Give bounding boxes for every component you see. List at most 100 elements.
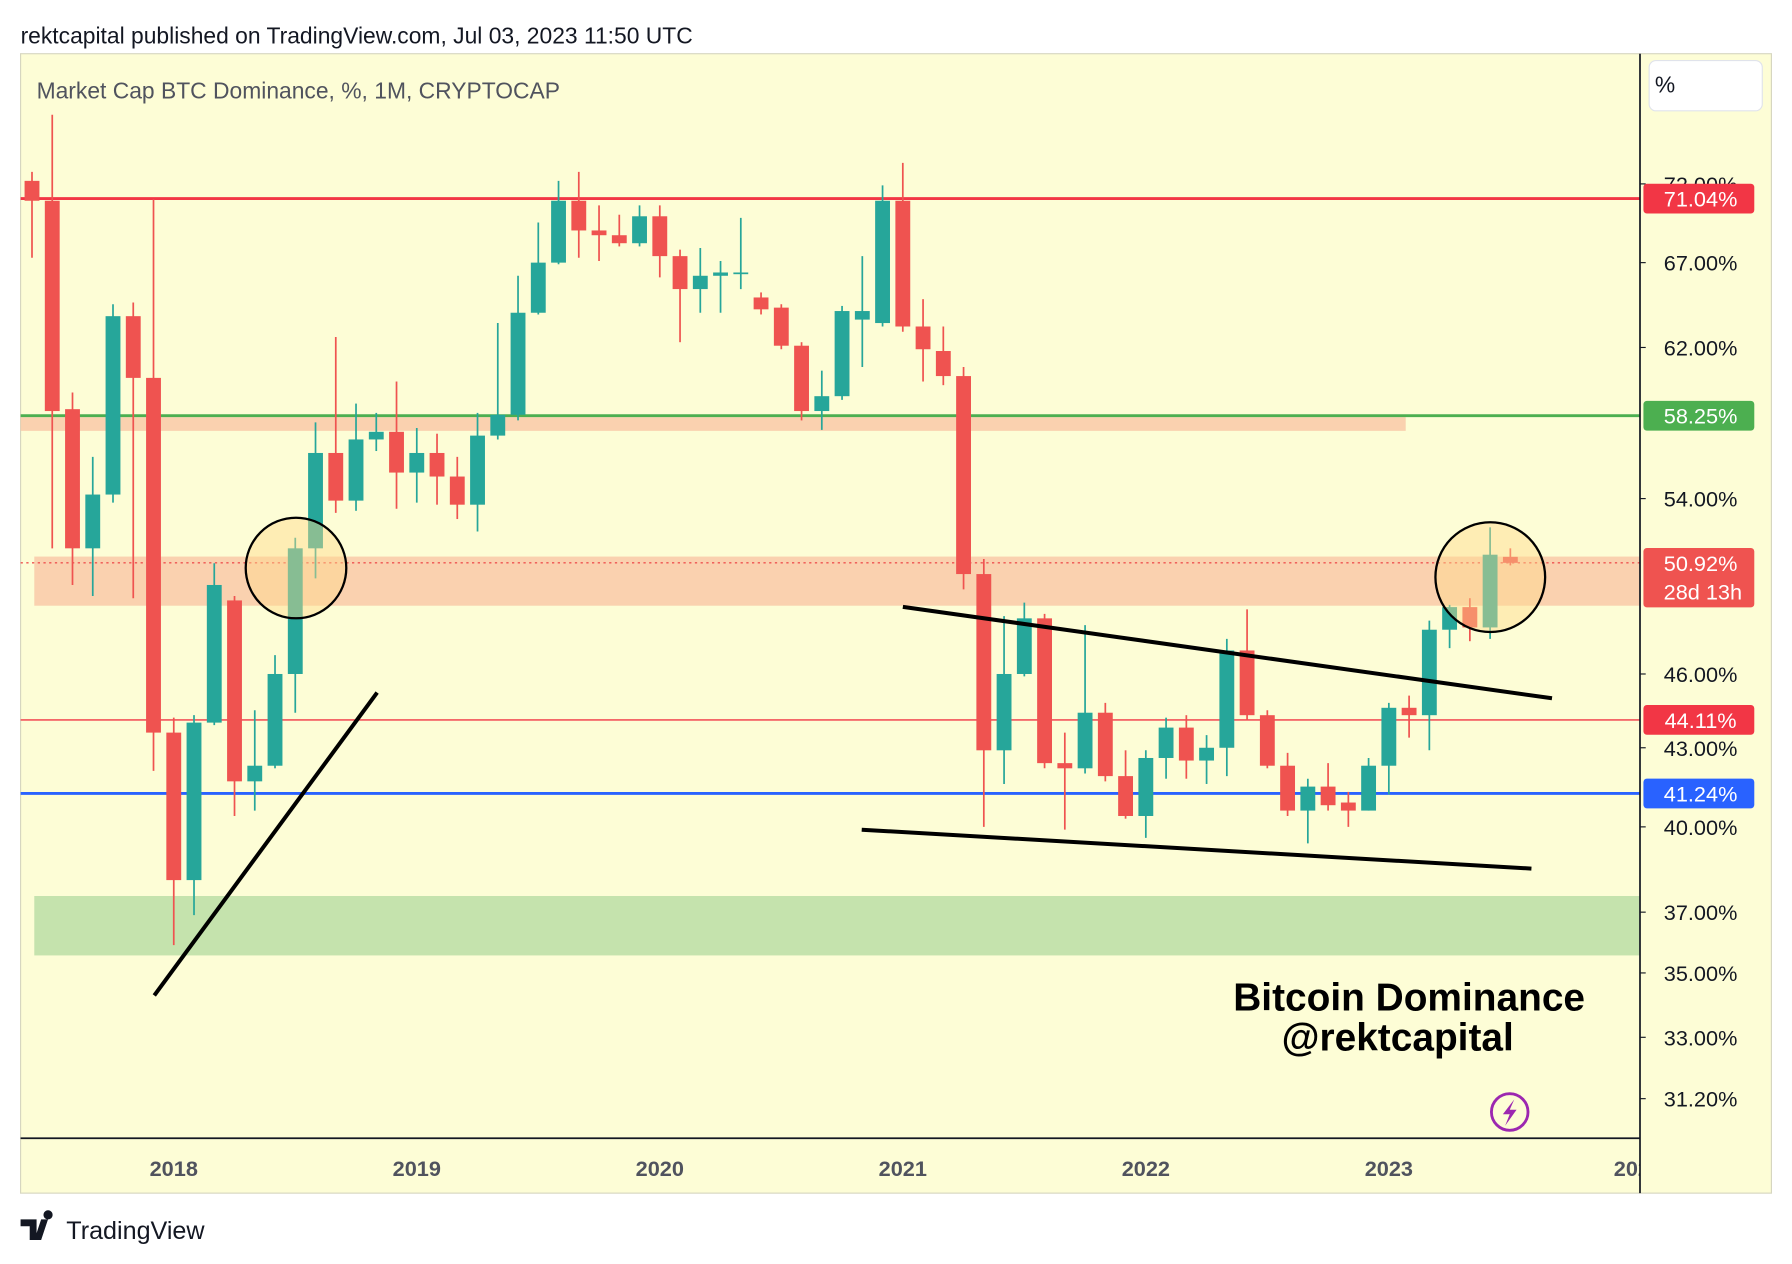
candle-body xyxy=(672,256,688,290)
candle-body xyxy=(551,200,566,263)
candle-body xyxy=(429,452,445,477)
price-tag xyxy=(1643,400,1755,431)
candle-body xyxy=(1097,712,1113,777)
candle-body xyxy=(1280,765,1296,811)
candle-body xyxy=(287,548,303,674)
candle-body xyxy=(1300,786,1316,811)
candle-body xyxy=(328,452,344,501)
candle-body xyxy=(814,396,830,412)
candle-body xyxy=(733,272,749,275)
candle-body xyxy=(247,765,263,782)
candle-body xyxy=(1401,707,1417,716)
trendline xyxy=(861,827,1532,871)
y-tick-label: 37.00% xyxy=(1664,900,1738,925)
x-tick-label: 2023 xyxy=(1365,1156,1413,1181)
candle-body xyxy=(1057,763,1073,769)
candle-body xyxy=(510,312,526,415)
trendline xyxy=(902,604,1553,701)
candle-body xyxy=(1482,554,1498,628)
candles xyxy=(24,114,1518,946)
candle-body xyxy=(186,722,202,881)
candle-body xyxy=(976,574,992,751)
demand-zone xyxy=(34,896,1640,956)
candle-body xyxy=(611,235,627,244)
candle-body xyxy=(753,297,769,310)
candle-body xyxy=(267,673,283,766)
y-tick-label: 31.20% xyxy=(1664,1087,1738,1112)
candle-body xyxy=(85,494,101,549)
price-tag-label: 44.11% xyxy=(1665,708,1737,733)
unit-label[interactable]: % xyxy=(1655,72,1675,98)
y-tick-label: 67.00% xyxy=(1664,251,1738,276)
candle-body xyxy=(490,414,506,436)
candle-body xyxy=(915,326,931,350)
candle-body xyxy=(591,230,607,236)
candle-body xyxy=(571,200,587,231)
candle-body xyxy=(227,600,242,782)
countdown-label: 28d 13h xyxy=(1664,579,1742,604)
last-price-tag xyxy=(1643,547,1755,608)
price-tag-label: 58.25% xyxy=(1664,404,1738,429)
candle-body xyxy=(368,431,384,440)
candle-body xyxy=(692,275,708,290)
candle-body xyxy=(166,732,182,881)
annotation: Bitcoin Dominance xyxy=(1233,976,1585,1019)
candle-body xyxy=(1259,715,1275,766)
candle-body xyxy=(1077,712,1093,769)
candle-body xyxy=(1219,650,1235,748)
candle-body xyxy=(713,272,728,276)
candle-body xyxy=(1320,786,1336,806)
candle-body xyxy=(449,476,465,505)
x-tick-label: 2020 xyxy=(636,1156,684,1181)
candle-body xyxy=(1138,757,1154,816)
y-tick-label: 35.00% xyxy=(1664,961,1738,986)
candle-body xyxy=(1178,727,1194,761)
annotation: @rektcapital xyxy=(1282,1016,1514,1059)
candle-body xyxy=(895,200,911,327)
price-tag-label: 41.24% xyxy=(1664,781,1738,806)
x-axis: 2018 2019 2020 2021 2022 2023 202 xyxy=(150,1156,1640,1181)
candle-body xyxy=(105,316,121,495)
unit-button[interactable] xyxy=(1648,59,1763,112)
candle-body xyxy=(1239,650,1255,716)
candle-body xyxy=(1462,607,1478,628)
candle-body xyxy=(1037,618,1052,764)
candle-body xyxy=(1158,727,1174,758)
header-text: rektcapital published on TradingView.com… xyxy=(21,22,693,48)
candle-body xyxy=(24,180,40,201)
price-tag xyxy=(1643,705,1755,735)
x-tick-label: 2018 xyxy=(150,1156,198,1181)
x-tick-label: 2021 xyxy=(879,1156,927,1181)
y-tick-label: 46.00% xyxy=(1664,662,1738,687)
candle-body xyxy=(834,311,850,397)
y-tick-label: 54.00% xyxy=(1664,487,1738,512)
candle-body xyxy=(1016,618,1032,674)
candle-body xyxy=(794,345,809,412)
highlight-circle xyxy=(1434,521,1547,634)
highlight-circle xyxy=(244,516,348,620)
trendline xyxy=(152,691,379,997)
candle-body xyxy=(389,431,404,473)
support-zone xyxy=(20,417,1406,431)
candle-body xyxy=(632,216,647,244)
candle-body xyxy=(1118,776,1134,816)
footer-logo xyxy=(20,1210,53,1240)
candle-body xyxy=(1361,765,1377,811)
bolt-icon xyxy=(1489,1092,1530,1132)
y-tick-label: 62.00% xyxy=(1664,335,1738,360)
chart-legend: Market Cap BTC Dominance, %, 1M, CRYPTOC… xyxy=(37,77,560,103)
footer-brand: TradingView xyxy=(66,1217,205,1245)
candle-body xyxy=(1340,802,1356,811)
candle-body xyxy=(348,439,364,501)
candle-body xyxy=(1421,629,1437,716)
y-tick-label: 40.00% xyxy=(1664,815,1738,840)
price-tags: 71.04% 58.25% 44.11% 41.24% 50.92% 28d 13h xyxy=(1643,183,1755,809)
candle-body xyxy=(854,311,870,320)
x-tick-label: 2019 xyxy=(393,1156,441,1181)
logo-mark xyxy=(20,1210,53,1240)
candle-body xyxy=(146,377,161,733)
candle-body xyxy=(1442,607,1458,630)
candle-body xyxy=(44,200,60,412)
price-tag-label: 71.04% xyxy=(1664,187,1738,212)
trend-drawings xyxy=(152,516,1553,1132)
